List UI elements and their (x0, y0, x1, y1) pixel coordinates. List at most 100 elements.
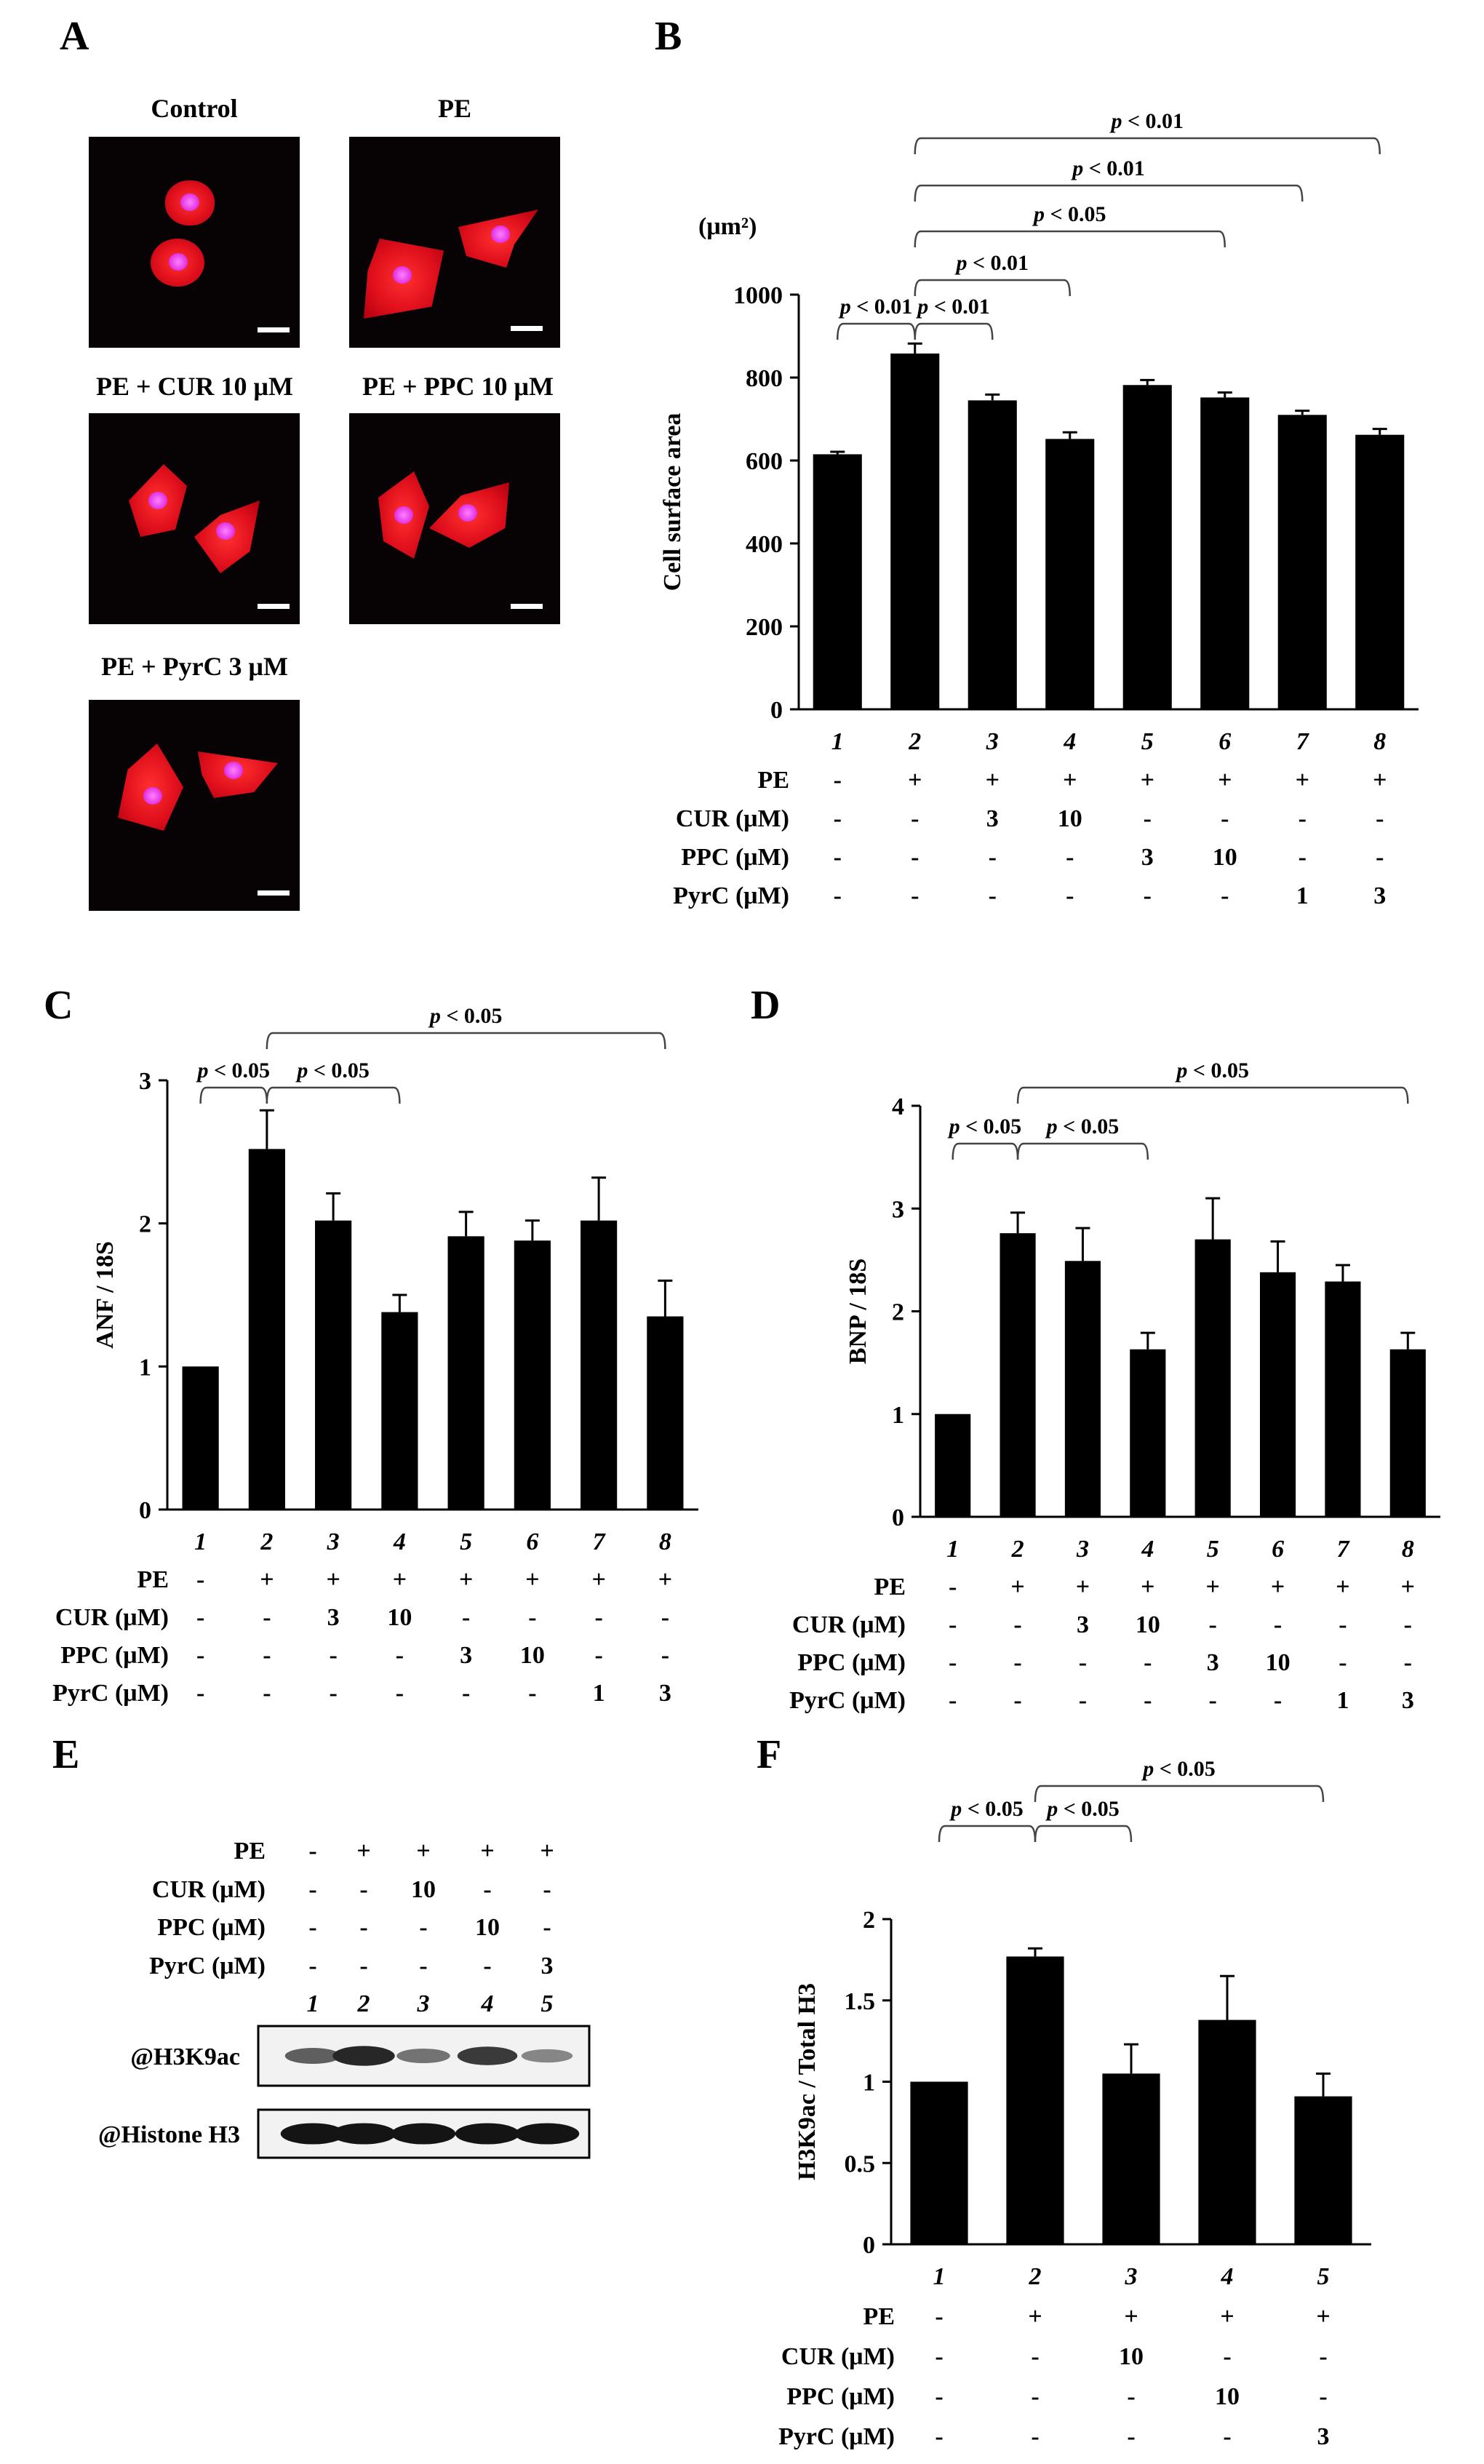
condition-label: CUR (μM) (55, 1604, 169, 1631)
significance-bracket (952, 1142, 1019, 1160)
category-label-8: 8 (1373, 728, 1386, 755)
condition-value: - (308, 1914, 316, 1941)
condition-value: + (1124, 2303, 1138, 2330)
condition-value: - (1221, 805, 1229, 832)
condition-value: - (1274, 1687, 1282, 1714)
blot-band (332, 2046, 395, 2066)
condition-label: PPC (μM) (786, 2383, 895, 2410)
condition-value: 3 (1373, 882, 1386, 909)
condition-label: CUR (μM) (792, 1611, 906, 1638)
condition-value: + (1141, 767, 1154, 794)
condition-value: - (1209, 1687, 1217, 1714)
category-label-2: 2 (1011, 1536, 1024, 1563)
category-label-3: 3 (1125, 2263, 1138, 2290)
y-axis-label: H3K9ac / Total H3 (794, 1983, 821, 2180)
condition-value: + (260, 1566, 274, 1593)
condition-value: 10 (1215, 2383, 1240, 2410)
panel-e-western-blot: PE - + + + + CUR (μM) - - 10 - - PPC (μM) - - - 10 - PyrC … (98, 1838, 591, 2159)
image-label-pe: PE (437, 94, 471, 123)
bar-2 (1000, 1233, 1036, 1517)
y-axis-unit: (μm²) (698, 213, 757, 240)
panel-letter-f: F (757, 1732, 782, 1777)
significance-bracket (1034, 1825, 1133, 1843)
condition-value: - (1144, 1687, 1152, 1714)
condition-value: - (1404, 1611, 1412, 1638)
y-tick-label: 4 (892, 1093, 904, 1120)
condition-value: - (834, 767, 842, 794)
significance-bracket (266, 1032, 666, 1050)
y-axis-label: BNP / 18S (845, 1259, 871, 1364)
category-label-1: 1 (194, 1528, 207, 1555)
condition-value: + (459, 1566, 473, 1593)
condition-value: 3 (460, 1642, 472, 1669)
condition-value: + (1141, 1574, 1154, 1600)
condition-value: - (935, 2383, 943, 2410)
condition-value: - (263, 1604, 271, 1631)
lane-number: 2 (357, 1990, 370, 2017)
category-label-1: 1 (933, 2263, 946, 2290)
category-label-4: 4 (1141, 1536, 1154, 1563)
y-axis-label: Cell surface area (659, 413, 686, 591)
condition-label: PPC (μM) (681, 844, 789, 871)
y-tick-label: 2 (139, 1211, 151, 1238)
micrograph-pe-cur (89, 413, 300, 624)
y-tick-label: 0 (863, 2232, 875, 2259)
bar-6 (1200, 397, 1250, 709)
condition-value: - (543, 1876, 551, 1903)
category-label-2: 2 (260, 1528, 273, 1555)
image-label-pe-pyrc: PE + PyrC 3 μM (101, 652, 288, 681)
panel-letter-d: D (751, 983, 781, 1028)
bar-2 (248, 1149, 285, 1510)
condition-value: - (308, 1838, 316, 1865)
condition-value: - (196, 1566, 204, 1593)
condition-value: - (396, 1642, 404, 1669)
condition-value: - (196, 1604, 204, 1631)
blot-band (457, 2046, 518, 2065)
condition-value: - (359, 1914, 367, 1941)
category-label-5: 5 (460, 1528, 472, 1555)
category-label-8: 8 (659, 1528, 671, 1555)
bar-4 (1130, 1349, 1166, 1517)
blot-band (521, 2049, 573, 2063)
blot-band (455, 2123, 520, 2145)
condition-value: + (1010, 1574, 1024, 1600)
bar-3 (1102, 2073, 1160, 2244)
condition-value: - (1274, 1611, 1282, 1638)
condition-value: - (949, 1687, 957, 1714)
y-tick-label: 400 (746, 531, 783, 558)
condition-value: - (1339, 1649, 1347, 1676)
condition-value: - (989, 882, 997, 909)
condition-value: - (196, 1642, 204, 1669)
condition-value: 1 (1336, 1687, 1349, 1714)
condition-value: - (1221, 882, 1229, 909)
y-tick-label: 0.5 (845, 2150, 876, 2177)
blot-band (284, 2048, 341, 2064)
significance-label: p < 0.05 (195, 1058, 270, 1083)
condition-value: - (1013, 1649, 1021, 1676)
condition-value: - (263, 1680, 271, 1707)
condition-value: - (935, 2343, 943, 2370)
condition-label: CUR (μM) (676, 805, 789, 832)
bar-1 (182, 1366, 219, 1510)
y-tick-label: 0 (770, 697, 783, 724)
condition-value: - (911, 805, 919, 832)
category-label-6: 6 (1218, 728, 1231, 755)
condition-label: PyrC (μM) (149, 1953, 266, 1979)
y-tick-label: 2 (892, 1299, 904, 1326)
category-label-6: 6 (526, 1528, 538, 1555)
bar-4 (381, 1312, 418, 1510)
condition-value: 3 (1402, 1687, 1414, 1714)
significance-label: p < 0.01 (954, 251, 1029, 275)
significance-label: p < 0.05 (1032, 202, 1106, 226)
condition-value: - (594, 1604, 602, 1631)
condition-label: PPC (μM) (60, 1642, 169, 1669)
category-label-5: 5 (1141, 728, 1154, 755)
category-label-7: 7 (1336, 1536, 1350, 1563)
scale-bar (511, 326, 543, 331)
condition-value: - (1144, 1649, 1152, 1676)
condition-value: - (396, 1680, 404, 1707)
y-tick-label: 0 (892, 1504, 904, 1531)
condition-value: - (949, 1574, 957, 1600)
condition-value: 3 (541, 1953, 554, 1979)
condition-value: 3 (1141, 844, 1154, 871)
